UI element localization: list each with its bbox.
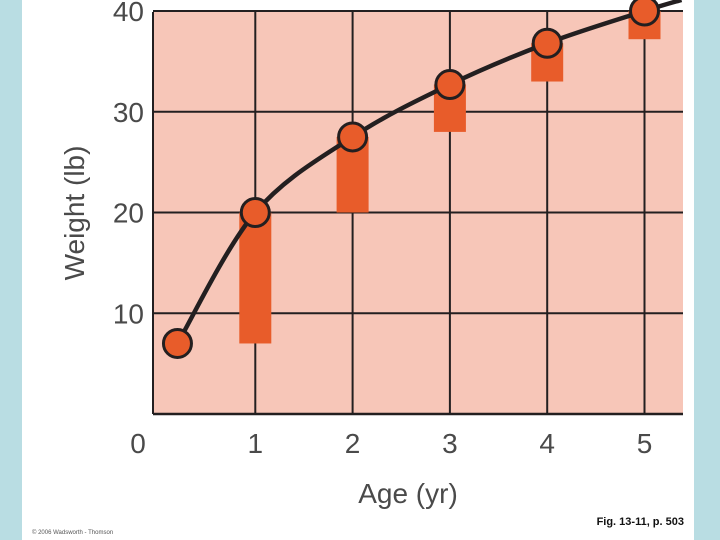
x-tick-labels: 0 1 2 3 4 5 [130,428,652,459]
data-point [337,121,369,153]
y-axis-title: Weight (lb) [59,146,90,281]
data-point [629,0,660,27]
y-tick-labels: 10 20 30 40 [113,0,144,329]
data-points [161,0,660,359]
data-point [434,69,466,101]
y-tick-label: 20 [113,198,144,229]
copyright-credit: © 2006 Wadsworth - Thomson [32,530,114,536]
x-axis-title: Age (yr) [358,478,458,509]
x-tick-label: 0 [130,428,146,459]
data-point [239,197,271,228]
x-tick-label: 5 [637,428,653,459]
x-tick-label: 2 [345,428,361,459]
x-tick-label: 4 [539,428,555,459]
weight-age-chart: 10 20 30 40 0 1 2 3 4 5 Weight (lb) Age (yr) [59,0,683,509]
y-tick-label: 30 [113,97,144,128]
y-tick-label: 10 [113,298,144,329]
figure-caption: Fig. 13-11, p. 503 [596,516,684,528]
x-tick-label: 1 [248,428,264,459]
gain-bar [239,212,272,344]
x-tick-label: 3 [442,428,458,459]
data-point [161,327,193,359]
slide: 10 20 30 40 0 1 2 3 4 5 Weight (lb) Age (yr) © 2… [22,0,694,540]
y-tick-label: 40 [113,0,144,27]
data-point [531,27,563,59]
